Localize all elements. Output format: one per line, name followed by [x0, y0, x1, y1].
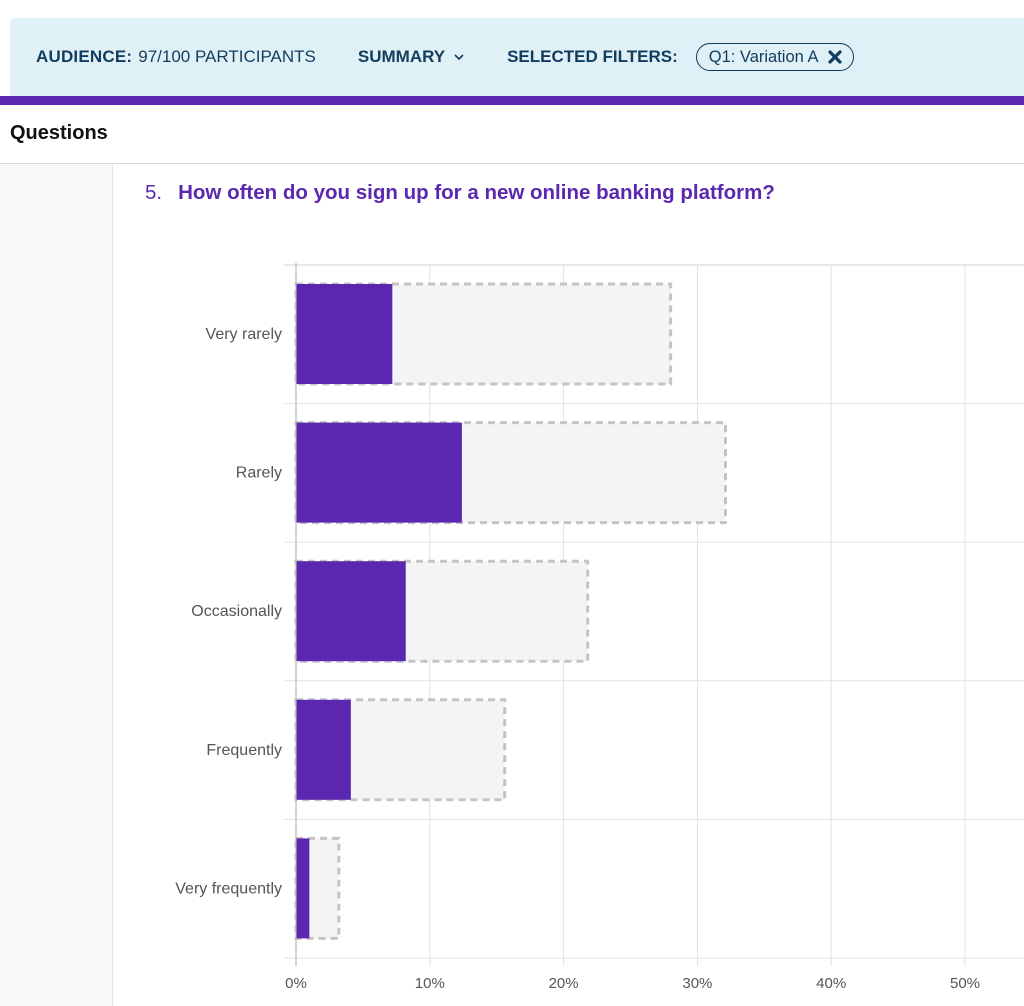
close-icon[interactable] [827, 49, 843, 65]
x-tick-label: 0% [285, 975, 307, 992]
questions-section-header: Questions [0, 105, 1024, 164]
left-gutter [0, 164, 113, 1006]
response-bar [296, 561, 406, 662]
response-bar [296, 284, 393, 384]
question-text: How often do you sign up for a new onlin… [178, 181, 775, 204]
x-tick-label: 20% [549, 975, 579, 992]
x-tick-label: 50% [950, 975, 980, 992]
x-tick-label: 30% [682, 975, 712, 992]
category-label: Rarely [236, 465, 282, 482]
x-tick-label: 40% [816, 975, 846, 992]
response-bar-chart: 0% 10% 20% 30% 40% 50% Very rarely Rarely Occasi… [175, 263, 1024, 992]
response-bar [296, 422, 462, 523]
response-bar [296, 838, 310, 939]
category-label: Very frequently [175, 880, 282, 897]
question-heading: 5. How often do you sign up for a new on… [145, 181, 775, 205]
section-title: Questions [10, 122, 108, 144]
response-bar [296, 699, 351, 800]
category-label: Occasionally [191, 603, 282, 620]
audience-value: 97/100 PARTICIPANTS [138, 47, 316, 66]
accent-divider [0, 96, 1024, 105]
summary-dropdown[interactable]: SUMMARY [358, 47, 465, 67]
x-tick-label: 10% [415, 975, 445, 992]
summary-label: SUMMARY [357, 47, 446, 66]
question-number: 5. [145, 181, 163, 204]
audience-label: AUDIENCE: [36, 47, 133, 66]
summary-header-bar: AUDIENCE: 97/100 PARTICIPANTS SUMMARY SE… [10, 18, 1024, 96]
chevron-down-icon [454, 54, 464, 61]
filter-chip-label: Q1: Variation A [708, 47, 819, 66]
selected-filters-label: SELECTED FILTERS: [507, 47, 678, 66]
category-label: Very rarely [206, 326, 282, 343]
category-label: Frequently [206, 742, 282, 759]
filter-chip[interactable]: Q1: Variation A [695, 43, 854, 71]
